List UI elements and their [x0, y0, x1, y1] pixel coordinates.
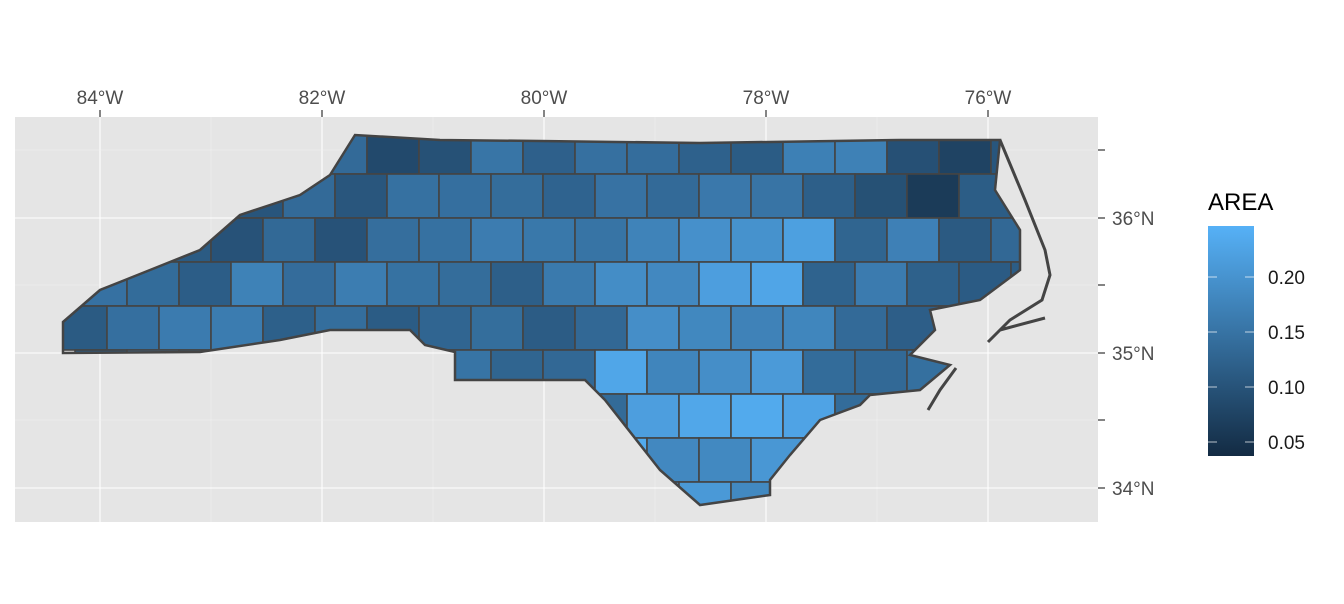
state-outline	[61, 133, 1022, 507]
y-tick-label: 35°N	[1112, 344, 1154, 365]
y-axis: 36°N 35°N 34°N	[1098, 149, 1154, 500]
y-tick-label: 36°N	[1112, 209, 1154, 230]
legend-title: AREA	[1208, 189, 1273, 216]
x-tick-label: 78°W	[743, 88, 790, 109]
county	[594, 349, 648, 395]
county	[750, 173, 804, 219]
county	[802, 261, 856, 307]
county	[698, 173, 752, 219]
county	[418, 305, 472, 351]
county	[490, 261, 544, 307]
county	[854, 261, 908, 307]
county	[542, 261, 596, 307]
county	[906, 261, 960, 307]
county	[938, 135, 992, 175]
county	[366, 217, 420, 263]
county	[750, 349, 804, 395]
legend-colorbar	[1208, 226, 1254, 456]
county	[854, 349, 908, 395]
county	[574, 305, 628, 351]
county	[646, 349, 700, 395]
county	[386, 173, 440, 219]
county	[730, 217, 784, 263]
y-tick-label: 34°N	[1112, 479, 1154, 500]
county	[730, 393, 784, 439]
legend-label: 0.05	[1268, 433, 1305, 454]
county	[646, 261, 700, 307]
county	[698, 261, 752, 307]
county	[490, 173, 544, 219]
outer-banks	[926, 139, 1052, 411]
county	[802, 173, 856, 219]
county	[698, 437, 752, 483]
x-axis: 84°W 82°W 80°W 78°W 76°W	[77, 88, 1012, 117]
county	[262, 217, 316, 263]
county	[626, 393, 680, 439]
county	[678, 305, 732, 351]
county	[594, 173, 648, 219]
county	[334, 261, 388, 307]
county	[282, 261, 336, 307]
county	[750, 261, 804, 307]
county	[522, 305, 576, 351]
x-tick-label: 82°W	[299, 88, 346, 109]
county	[854, 173, 908, 219]
county	[470, 305, 524, 351]
county	[594, 261, 648, 307]
legend: AREA 0.20 0.15 0.10 0.05	[1208, 189, 1305, 456]
county	[626, 217, 680, 263]
county	[178, 261, 232, 307]
county	[334, 173, 388, 219]
x-tick-label: 76°W	[965, 88, 1012, 109]
x-tick-label: 84°W	[77, 88, 124, 109]
county	[678, 217, 732, 263]
county	[698, 349, 752, 395]
county	[938, 217, 992, 263]
county	[470, 217, 524, 263]
county	[678, 393, 732, 439]
county	[886, 135, 940, 175]
county	[522, 217, 576, 263]
county	[418, 217, 472, 263]
county	[106, 305, 160, 351]
legend-label: 0.20	[1268, 268, 1305, 289]
county	[646, 173, 700, 219]
county	[906, 173, 960, 219]
county	[314, 217, 368, 263]
county	[386, 261, 440, 307]
county	[574, 217, 628, 263]
county	[230, 261, 284, 307]
county	[886, 217, 940, 263]
x-tick-label: 80°W	[521, 88, 568, 109]
county	[626, 305, 680, 351]
county	[542, 173, 596, 219]
county	[782, 217, 836, 263]
county	[158, 305, 212, 351]
county	[438, 173, 492, 219]
legend-label: 0.15	[1268, 323, 1305, 344]
legend-label: 0.10	[1268, 378, 1305, 399]
county	[834, 305, 888, 351]
county	[782, 305, 836, 351]
county	[730, 305, 784, 351]
county	[438, 261, 492, 307]
county	[834, 217, 888, 263]
county	[802, 349, 856, 395]
